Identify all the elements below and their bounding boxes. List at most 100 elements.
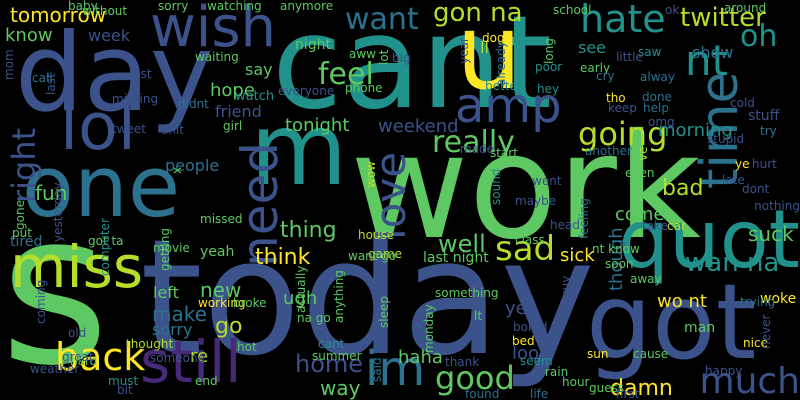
cloud-word: computer — [98, 217, 112, 276]
cloud-word: hard — [70, 354, 98, 368]
cloud-word: suck — [748, 222, 794, 246]
cloud-word: life — [530, 387, 549, 400]
cloud-word: much — [699, 361, 800, 400]
cloud-word: weather — [30, 362, 80, 376]
cloud-word: old — [68, 326, 87, 340]
cloud-word: thank — [445, 355, 480, 369]
cloud-word: summer — [312, 349, 362, 363]
cloud-word: oh — [740, 19, 778, 54]
cloud-word: today — [140, 204, 595, 391]
cloud-word: make — [152, 302, 207, 326]
cloud-word: dog — [482, 31, 505, 45]
cloud-word: better — [485, 79, 522, 93]
cloud-word: amp — [455, 78, 562, 134]
cloud-word: week — [88, 26, 131, 45]
cloud-word: way — [320, 376, 361, 400]
cloud-word: without — [82, 4, 128, 18]
cloud-word: went — [532, 174, 562, 188]
cloud-word: weekend — [378, 116, 459, 137]
cloud-word: school — [553, 3, 592, 17]
cloud-word: say — [245, 60, 273, 79]
cloud-word: man — [684, 320, 716, 336]
cloud-word: come — [615, 204, 665, 225]
cloud-word: big — [392, 51, 411, 65]
cloud-word: show — [692, 43, 734, 62]
cloud-word: fun — [35, 181, 68, 205]
cloud-word: cold — [730, 96, 755, 110]
cloud-word: one — [22, 138, 181, 237]
cloud-word: hurt — [752, 157, 777, 171]
cloud-word: didnt — [178, 97, 209, 111]
cloud-word: left — [153, 283, 179, 302]
cloud-word: bored — [513, 320, 548, 334]
cloud-word: year — [457, 37, 471, 65]
cloud-word: look — [512, 343, 550, 364]
cloud-word: another — [585, 144, 632, 158]
cloud-word: cant — [272, 0, 553, 138]
cloud-word: sick — [560, 245, 595, 266]
cloud-word: gone — [13, 200, 27, 231]
cloud-word: made — [460, 142, 495, 156]
cloud-word: gon na — [433, 0, 523, 28]
cloud-word: soon — [605, 257, 634, 271]
cloud-word: watch — [235, 89, 275, 104]
cloud-word: thing — [280, 218, 337, 243]
cloud-word: bit — [117, 383, 133, 397]
cloud-word: haha — [398, 347, 443, 368]
cloud-word: early — [580, 61, 611, 75]
cloud-word: never — [759, 314, 773, 349]
cloud-word: got ta — [88, 234, 124, 248]
cloud-word: phone — [345, 81, 383, 95]
cloud-word: nice — [743, 336, 768, 350]
cloud-word: want go — [348, 249, 397, 263]
cloud-word: ok — [665, 3, 680, 17]
cloud-word: done — [642, 90, 672, 104]
cloud-word: sorry — [158, 0, 189, 13]
cloud-word: sorry — [152, 320, 193, 339]
cloud-word: even — [625, 166, 655, 180]
cloud-word: re — [190, 346, 209, 367]
cloud-word: last night — [423, 250, 489, 266]
cloud-word: working — [198, 296, 246, 310]
cloud-word: cry — [596, 69, 615, 83]
cloud-word: nt know — [592, 242, 640, 256]
cloud-word: missed — [200, 212, 243, 226]
cloud-word: around — [724, 1, 767, 15]
cloud-word: cant — [318, 337, 345, 351]
cloud-word: end — [195, 374, 218, 388]
cloud-word: guy — [559, 275, 573, 298]
cloud-word: alway — [640, 70, 675, 84]
cloud-word: actually — [294, 265, 308, 313]
cloud-word: hope — [210, 80, 255, 101]
cloud-word: maybe — [515, 194, 557, 208]
cloud-word: broke — [233, 296, 267, 310]
cloud-word: ll — [480, 38, 489, 57]
cloud-word: im — [365, 341, 426, 397]
cloud-word: thought — [126, 337, 174, 351]
cloud-word: sad — [495, 229, 556, 269]
cloud-word: sound — [489, 168, 503, 205]
cloud-word: monday — [422, 303, 436, 353]
cloud-word: wan na — [685, 248, 780, 278]
cloud-word: tomorrow — [10, 3, 107, 27]
cloud-word: friend — [215, 102, 262, 121]
cloud-word: house — [358, 228, 395, 242]
cloud-word: put — [12, 226, 32, 240]
cloud-word: nothing — [754, 199, 800, 213]
cloud-word: anymore — [280, 0, 334, 13]
cloud-word: dont — [742, 182, 770, 196]
cloud-word: try — [760, 124, 777, 138]
cloud-word: great — [62, 350, 94, 364]
cloud-word: everyone — [278, 84, 335, 98]
cloud-word: bad — [662, 176, 704, 201]
cloud-word: yeah — [200, 244, 235, 260]
cloud-word: getting — [158, 228, 172, 272]
cloud-word: sun — [587, 347, 609, 361]
cloud-word: really — [432, 125, 515, 160]
cloud-word: little — [616, 50, 643, 64]
cloud-word: twitter — [680, 3, 766, 33]
cloud-word: start — [490, 146, 518, 160]
cloud-word: damn — [610, 376, 673, 400]
cloud-word: ugh — [283, 288, 318, 309]
cloud-word: want — [345, 2, 419, 37]
